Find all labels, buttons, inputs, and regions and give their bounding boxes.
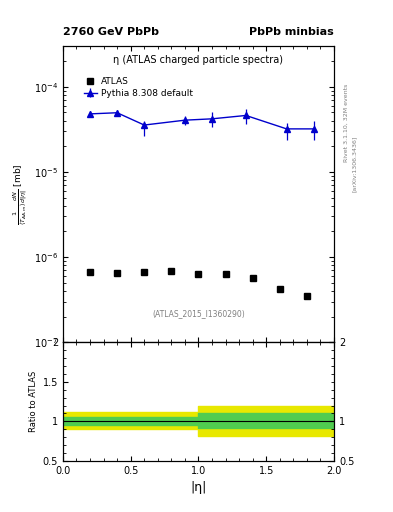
ATLAS [277,286,282,292]
Text: 2760 GeV PbPb: 2760 GeV PbPb [63,27,159,37]
ATLAS [223,271,228,278]
Y-axis label: Ratio to ATLAS: Ratio to ATLAS [29,371,39,432]
Text: η (ATLAS charged particle spectra): η (ATLAS charged particle spectra) [114,55,283,65]
ATLAS [142,269,147,275]
ATLAS [115,270,119,276]
ATLAS [250,275,255,281]
Line: ATLAS: ATLAS [87,268,310,299]
Text: (ATLAS_2015_I1360290): (ATLAS_2015_I1360290) [152,310,245,318]
X-axis label: |η|: |η| [190,481,207,494]
Y-axis label: $\frac{1}{\langle T_{AA,m}\rangle}\frac{dN}{d|\eta|}\ \mathrm{[mb]}$: $\frac{1}{\langle T_{AA,m}\rangle}\frac{… [11,163,29,225]
Text: Rivet 3.1.10, 32M events: Rivet 3.1.10, 32M events [344,83,349,162]
ATLAS [196,270,201,276]
Text: [arXiv:1306.3436]: [arXiv:1306.3436] [352,136,357,192]
Text: PbPb minbias: PbPb minbias [249,27,334,37]
Legend: ATLAS, Pythia 8.308 default: ATLAS, Pythia 8.308 default [81,74,196,100]
ATLAS [88,269,92,275]
ATLAS [169,268,174,274]
ATLAS [305,293,309,299]
